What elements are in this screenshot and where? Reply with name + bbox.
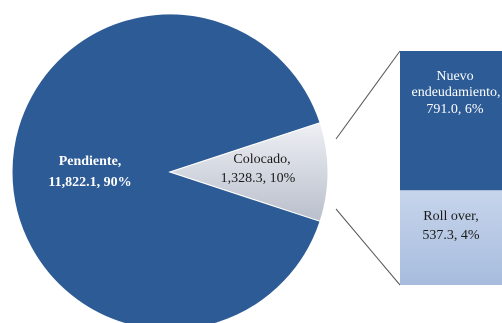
connector-line-bottom [335,208,401,286]
breakdown-bar [400,51,502,285]
pie [11,13,329,323]
label-nuevo-line1: Nuevo [436,69,473,84]
pie-slice-colocado [168,122,329,222]
breakdown-segment-roll-over [400,190,502,285]
breakdown-segment-nuevo-endeudamiento [400,51,502,191]
label-colocado-name: Colocado, [233,152,290,167]
label-rollover-name: Roll over, [423,209,478,224]
label-colocado-value: 1,328.3, 10% [221,171,296,186]
label-pendiente-name: Pendiente, [59,154,122,169]
label-pendiente-value: 11,822.1, 90% [48,175,131,190]
connector-line-top [335,50,401,140]
pie-slice-pendiente [11,13,321,323]
label-rollover-value: 537.3, 4% [422,228,480,243]
label-nuevo-line2: endeudamiento, [411,85,500,100]
label-nuevo-value: 791.0, 6% [426,102,484,117]
